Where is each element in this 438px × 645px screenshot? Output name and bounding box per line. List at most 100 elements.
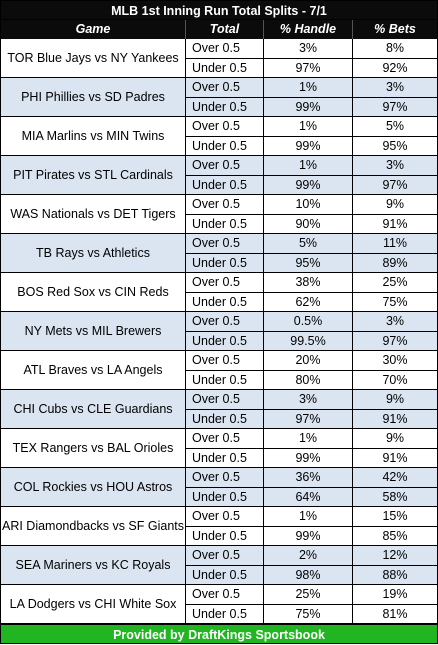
bets-cell: 85% xyxy=(382,529,408,543)
table-row: Under 0.5 99% 95% xyxy=(186,137,437,156)
bets-cell: 9% xyxy=(385,197,405,211)
bets-cell: 8% xyxy=(385,41,405,55)
handle-cell: 1% xyxy=(264,78,353,97)
game-name: ARI Diamondbacks vs SF Giants xyxy=(1,507,186,545)
handle-cell: 25% xyxy=(264,585,353,604)
game-rows: Over 0.5 25% 19% Under 0.5 75% 81% xyxy=(186,585,437,624)
header-bets: % Bets xyxy=(374,22,416,36)
bets-cell: 97% xyxy=(382,100,408,114)
handle-cell: 99% xyxy=(264,527,353,546)
handle-cell: 99.5% xyxy=(264,332,353,351)
bets-cell: 25% xyxy=(382,275,408,289)
total-cell: Over 0.5 xyxy=(186,39,264,58)
game-name: ATL Braves vs LA Angels xyxy=(1,351,186,389)
game-name: BOS Red Sox vs CIN Reds xyxy=(1,273,186,311)
total-cell: Over 0.5 xyxy=(186,78,264,97)
table-row: Over 0.5 3% 9% xyxy=(186,390,437,410)
total-cell: Over 0.5 xyxy=(186,429,264,448)
header-game: Game xyxy=(1,20,186,39)
table-row: Over 0.5 1% 3% xyxy=(186,156,437,176)
game-group: CHI Cubs vs CLE Guardians Over 0.5 3% 9% Und… xyxy=(0,390,438,429)
bets-cell: 12% xyxy=(382,548,408,562)
game-name: COL Rockies vs HOU Astros xyxy=(1,468,186,506)
game-group: PHI Phillies vs SD Padres Over 0.5 1% 3% Und… xyxy=(0,78,438,117)
game-group: TOR Blue Jays vs NY Yankees Over 0.5 3% 8% U… xyxy=(0,39,438,78)
handle-cell: 1% xyxy=(264,117,353,136)
game-group: TB Rays vs Athletics Over 0.5 5% 11% Under 0… xyxy=(0,234,438,273)
game-name: WAS Nationals vs DET Tigers xyxy=(1,195,186,233)
total-cell: Over 0.5 xyxy=(186,117,264,136)
table-row: Under 0.5 98% 88% xyxy=(186,566,437,585)
total-cell: Under 0.5 xyxy=(186,215,264,234)
total-cell: Under 0.5 xyxy=(186,254,264,273)
table-row: Under 0.5 99% 97% xyxy=(186,98,437,117)
table-row: Over 0.5 36% 42% xyxy=(186,468,437,488)
game-rows: Over 0.5 1% 3% Under 0.5 99% 97% xyxy=(186,156,437,195)
table-row: Under 0.5 97% 92% xyxy=(186,59,437,78)
total-cell: Under 0.5 xyxy=(186,137,264,156)
bets-cell: 92% xyxy=(382,61,408,75)
handle-cell: 97% xyxy=(264,410,353,429)
handle-cell: 64% xyxy=(264,488,353,507)
total-cell: Under 0.5 xyxy=(186,449,264,468)
handle-cell: 99% xyxy=(264,137,353,156)
total-cell: Under 0.5 xyxy=(186,332,264,351)
game-rows: Over 0.5 1% 5% Under 0.5 99% 95% xyxy=(186,117,437,156)
bets-cell: 5% xyxy=(385,119,405,133)
handle-cell: 3% xyxy=(264,390,353,409)
bets-cell: 3% xyxy=(385,80,405,94)
game-rows: Over 0.5 1% 15% Under 0.5 99% 85% xyxy=(186,507,437,546)
game-group: SEA Mariners vs KC Royals Over 0.5 2% 12% Un… xyxy=(0,546,438,585)
total-cell: Under 0.5 xyxy=(186,527,264,546)
game-group: WAS Nationals vs DET Tigers Over 0.5 10% 9%… xyxy=(0,195,438,234)
total-cell: Over 0.5 xyxy=(186,585,264,604)
game-rows: Over 0.5 3% 8% Under 0.5 97% 92% xyxy=(186,39,437,78)
bets-cell: 3% xyxy=(385,314,405,328)
game-rows: Over 0.5 0.5% 3% Under 0.5 99.5% 97% xyxy=(186,312,437,351)
game-group: TEX Rangers vs BAL Orioles Over 0.5 1% 9% Un… xyxy=(0,429,438,468)
game-group: NY Mets vs MIL Brewers Over 0.5 0.5% 3% Unde… xyxy=(0,312,438,351)
handle-cell: 5% xyxy=(264,234,353,253)
handle-cell: 10% xyxy=(264,195,353,214)
bets-cell: 91% xyxy=(382,451,408,465)
table-body: TOR Blue Jays vs NY Yankees Over 0.5 3% 8% U… xyxy=(0,39,438,624)
bets-cell: 30% xyxy=(382,353,408,367)
game-name: CHI Cubs vs CLE Guardians xyxy=(1,390,186,428)
bets-cell: 11% xyxy=(382,236,408,250)
bets-cell: 91% xyxy=(382,412,408,426)
bets-cell: 95% xyxy=(382,139,408,153)
table-row: Over 0.5 10% 9% xyxy=(186,195,437,215)
table-row: Under 0.5 75% 81% xyxy=(186,605,437,624)
game-group: LA Dodgers vs CHI White Sox Over 0.5 25% 19… xyxy=(0,585,438,624)
table-row: Under 0.5 62% 75% xyxy=(186,293,437,312)
total-cell: Under 0.5 xyxy=(186,176,264,195)
game-name: NY Mets vs MIL Brewers xyxy=(1,312,186,350)
total-cell: Over 0.5 xyxy=(186,468,264,487)
table-row: Under 0.5 99% 97% xyxy=(186,176,437,195)
game-group: COL Rockies vs HOU Astros Over 0.5 36% 42% U… xyxy=(0,468,438,507)
total-cell: Under 0.5 xyxy=(186,605,264,624)
game-rows: Over 0.5 38% 25% Under 0.5 62% 75% xyxy=(186,273,437,312)
header-handle: % Handle xyxy=(264,20,353,39)
table-row: Over 0.5 1% 3% xyxy=(186,78,437,98)
bets-cell: 70% xyxy=(382,373,408,387)
game-rows: Over 0.5 10% 9% Under 0.5 90% 91% xyxy=(186,195,437,234)
game-rows: Over 0.5 20% 30% Under 0.5 80% 70% xyxy=(186,351,437,390)
game-rows: Over 0.5 1% 3% Under 0.5 99% 97% xyxy=(186,78,437,117)
game-rows: Over 0.5 36% 42% Under 0.5 64% 58% xyxy=(186,468,437,507)
game-name: PHI Phillies vs SD Padres xyxy=(1,78,186,116)
bets-cell: 97% xyxy=(382,334,408,348)
table-row: Under 0.5 95% 89% xyxy=(186,254,437,273)
total-cell: Under 0.5 xyxy=(186,59,264,78)
game-group: BOS Red Sox vs CIN Reds Over 0.5 38% 25% Und… xyxy=(0,273,438,312)
handle-cell: 99% xyxy=(264,449,353,468)
table-row: Over 0.5 1% 9% xyxy=(186,429,437,449)
bets-cell: 81% xyxy=(382,607,408,621)
total-cell: Over 0.5 xyxy=(186,390,264,409)
table-row: Over 0.5 5% 11% xyxy=(186,234,437,254)
game-group: PIT Pirates vs STL Cardinals Over 0.5 1% 3%… xyxy=(0,156,438,195)
table-row: Over 0.5 3% 8% xyxy=(186,39,437,59)
total-cell: Under 0.5 xyxy=(186,410,264,429)
handle-cell: 2% xyxy=(264,546,353,565)
